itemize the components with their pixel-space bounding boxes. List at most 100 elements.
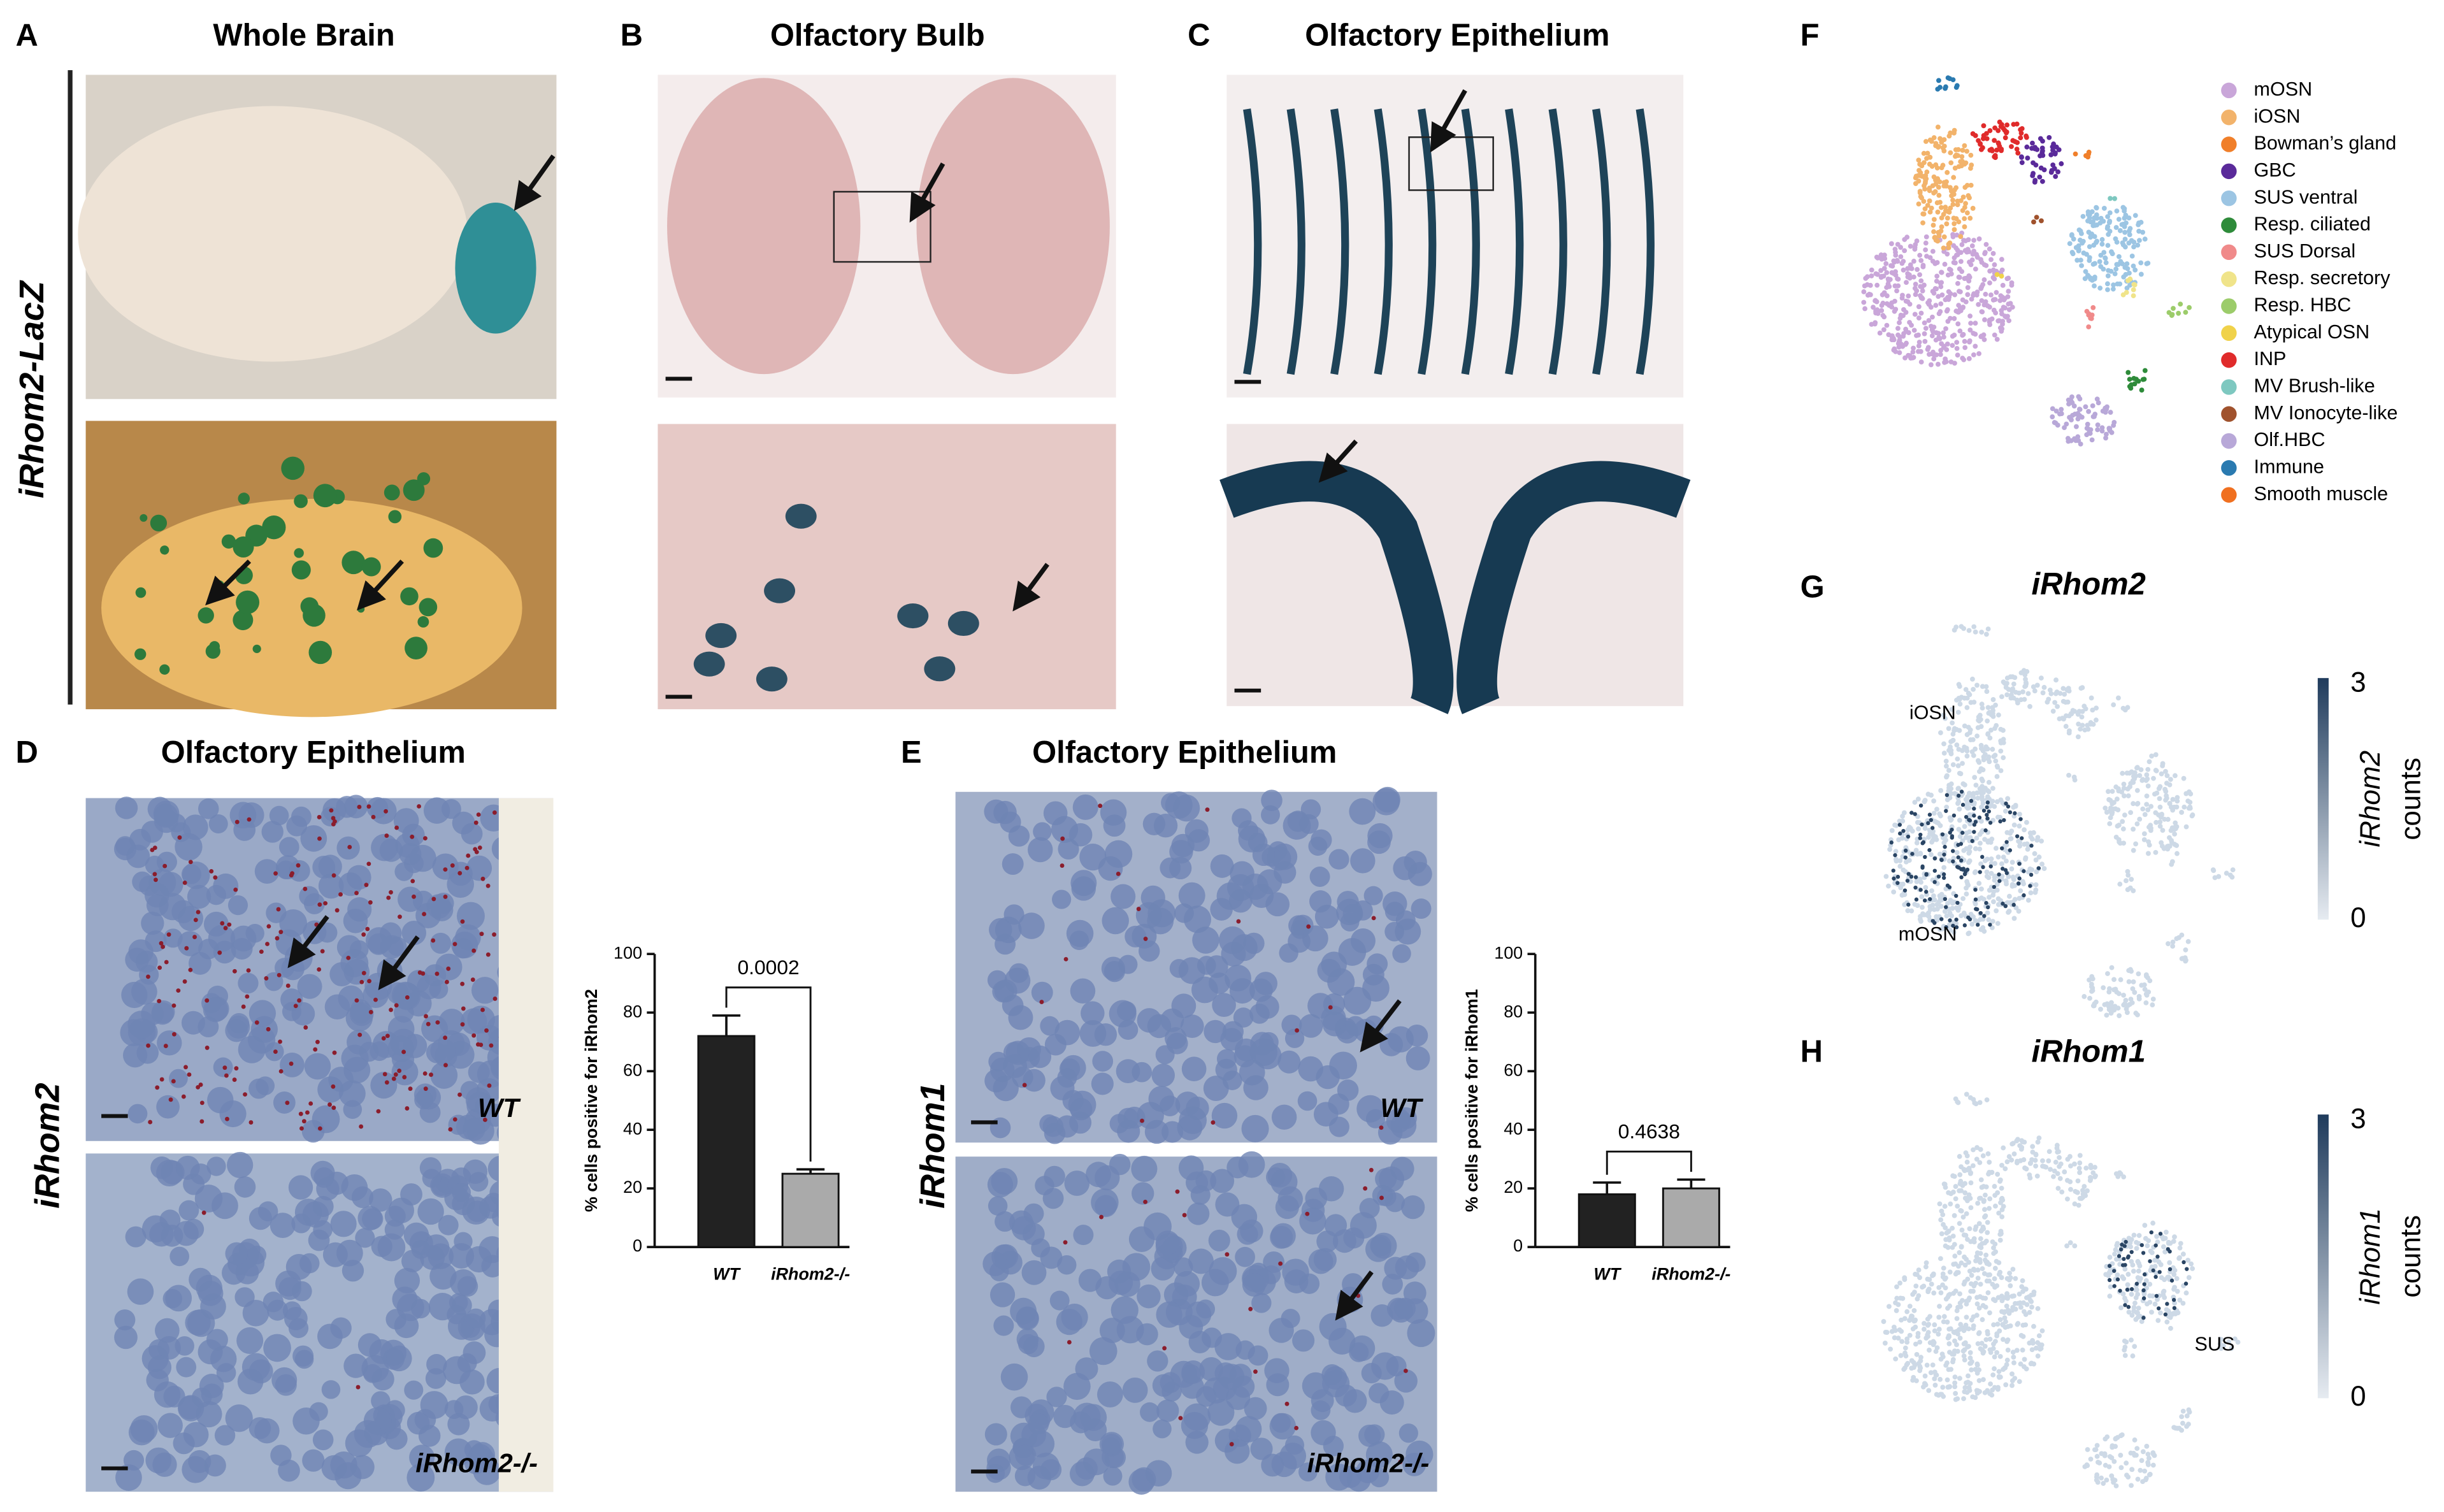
nucleus <box>1392 944 1411 963</box>
cell-point <box>2218 1337 2224 1343</box>
cell-point <box>1991 1341 1996 1347</box>
cell-point <box>2022 1357 2027 1362</box>
nucleus <box>454 1232 473 1251</box>
cell-point <box>2015 150 2021 156</box>
nucleus <box>1311 829 1332 851</box>
cell-point <box>2014 1160 2020 1165</box>
cell-point <box>2112 1251 2118 1257</box>
cell-point <box>1926 318 1932 323</box>
nucleus <box>1027 1465 1052 1490</box>
cell-point <box>1957 834 1963 839</box>
expr-point <box>1969 798 1974 803</box>
cell-point <box>2080 1188 2085 1193</box>
cell-point <box>1961 1353 1967 1359</box>
cell-point <box>2099 1475 2104 1481</box>
cell-point <box>1953 85 1959 90</box>
cell-point <box>1978 257 1983 263</box>
cell-point <box>2122 229 2128 235</box>
rna-dot <box>460 1022 465 1027</box>
nucleus <box>182 814 208 840</box>
cell-point <box>2076 394 2081 400</box>
expr-point <box>1942 853 1946 857</box>
nucleus <box>443 1356 471 1385</box>
nucleus <box>1313 1248 1337 1271</box>
cell-point <box>1956 164 1962 169</box>
cell-point <box>2109 1455 2115 1460</box>
cell-point <box>1952 221 1957 226</box>
cell-point <box>1944 179 1949 185</box>
cell-point <box>1904 1336 1910 1342</box>
cell-point <box>1882 1341 1888 1346</box>
cell-point <box>1958 198 1964 203</box>
cell-point <box>2113 1247 2118 1253</box>
cell-point <box>1927 137 1933 143</box>
cell-point <box>1987 1310 1992 1316</box>
rna-dot <box>320 949 325 954</box>
nucleus <box>401 920 426 946</box>
expr-point <box>1986 905 1990 910</box>
cell-point <box>1918 1365 1923 1371</box>
nucleus <box>406 1464 435 1492</box>
cell-point <box>1956 289 1962 294</box>
nucleus <box>299 1253 320 1274</box>
cell-point <box>1925 203 1930 208</box>
cell-point <box>1908 826 1913 831</box>
nucleus <box>429 1262 457 1290</box>
cell-point <box>2011 916 2017 921</box>
cell-point <box>1952 316 1957 321</box>
cell-point <box>1904 1309 1910 1314</box>
cell-point <box>2094 222 2100 227</box>
cell-point <box>2140 806 2146 812</box>
cell-point <box>2014 121 2020 127</box>
cell-point <box>2086 324 2092 329</box>
cell-point <box>2059 1189 2065 1195</box>
cell-point <box>2080 240 2085 246</box>
cell-point <box>2134 1309 2139 1315</box>
nucleus <box>384 1220 405 1240</box>
expr-point <box>1898 831 1902 836</box>
cell-point <box>2136 1260 2141 1266</box>
panel-label: D <box>15 735 38 770</box>
nucleus <box>1251 1293 1272 1313</box>
cell-point <box>1971 292 1976 298</box>
rna-dot <box>146 1043 151 1048</box>
cell-point <box>2150 1293 2155 1299</box>
cell-point <box>1940 1271 1946 1277</box>
expr-point <box>2003 868 2008 872</box>
nucleus <box>1160 1008 1184 1032</box>
cell-point <box>1925 150 1930 156</box>
arrow <box>1335 1271 1374 1321</box>
cell-point <box>2016 1379 2022 1385</box>
colorbar-max: 3 <box>2350 667 2366 698</box>
panel-label: E <box>901 735 922 770</box>
cell-point <box>2166 1308 2171 1314</box>
cell-point <box>1975 725 1981 730</box>
nucleus <box>1349 1335 1376 1362</box>
nucleus <box>400 1183 422 1206</box>
expr-point <box>2154 1293 2159 1299</box>
expr-point <box>1913 812 1917 816</box>
cell-point <box>2085 1447 2090 1452</box>
y-tick-label: 80 <box>623 1002 642 1021</box>
expr-point <box>1901 828 1906 833</box>
cell-point <box>2131 979 2136 984</box>
y-tick-label: 100 <box>1494 943 1523 962</box>
cell-point <box>1987 1196 1993 1202</box>
cell-point <box>2004 692 2010 698</box>
cell-point <box>2076 721 2081 727</box>
cell-point <box>1911 355 1916 360</box>
cell-point <box>1923 240 1929 246</box>
legend-label: Resp. HBC <box>2254 294 2352 316</box>
nucleus <box>385 1427 408 1450</box>
rna-dot <box>196 910 201 914</box>
cell-point <box>2057 411 2062 417</box>
cell-point <box>2041 684 2047 690</box>
cell-point <box>2163 1229 2169 1235</box>
cell-point <box>1897 858 1903 863</box>
cell-point <box>2135 1292 2141 1297</box>
cell-point <box>2153 849 2159 855</box>
nucleus <box>411 1299 431 1319</box>
cell-point <box>1930 314 1935 320</box>
cell-point <box>2145 1462 2151 1467</box>
cell-point <box>2163 797 2169 803</box>
